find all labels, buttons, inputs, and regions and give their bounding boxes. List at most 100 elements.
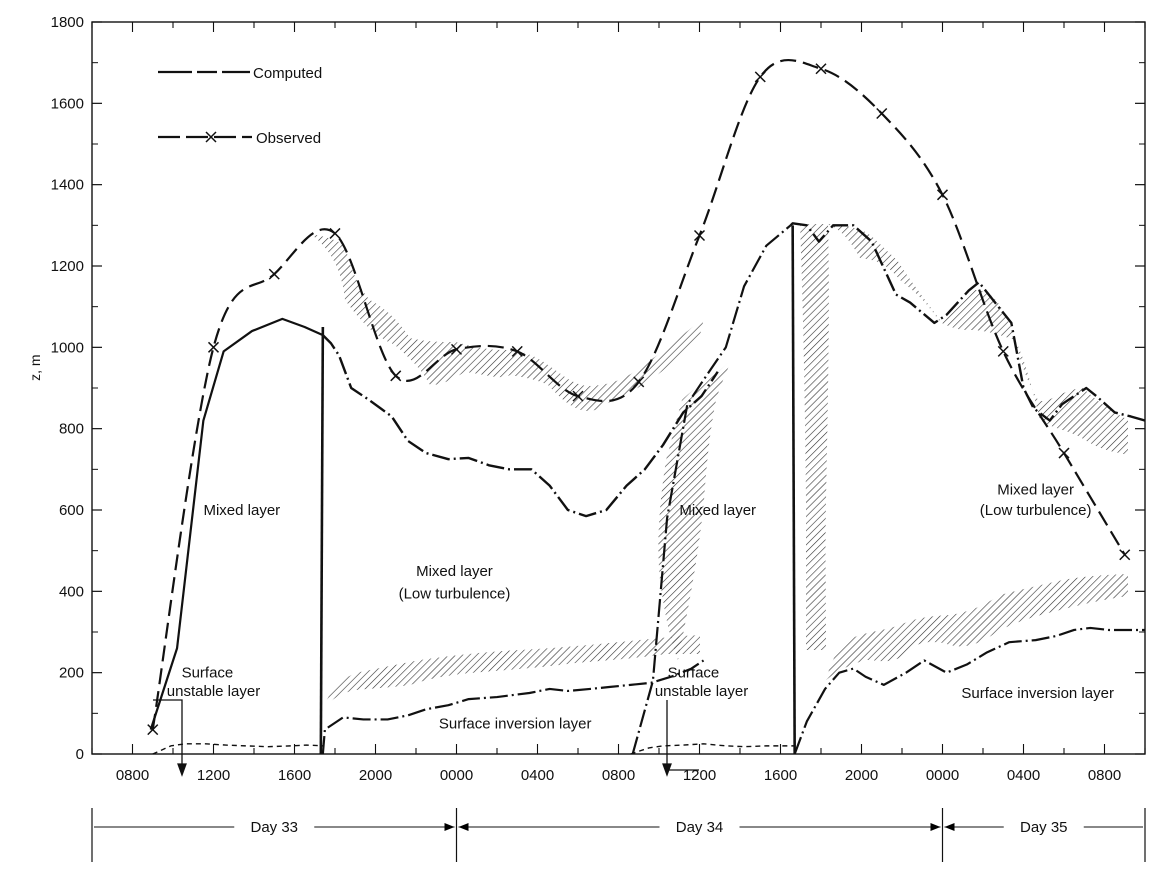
computed-surface-unstable-top-day33 <box>152 743 323 755</box>
x-tick-label: 0400 <box>1007 767 1040 784</box>
observed-point-x-stroke <box>1058 447 1070 459</box>
observed-point-x-stroke <box>936 189 949 201</box>
observed-point-x-stroke <box>997 345 1009 357</box>
y-axis: 0 200 400 600 800 1000 1200 1400 1600 1800 z, m <box>27 14 1145 763</box>
day-label: Day 35 <box>1020 819 1068 836</box>
computed-collapse-line-day33 <box>319 326 325 755</box>
y-tick-label: 600 <box>59 502 84 519</box>
day-bar: Day 33 Day 34 Day 35 <box>91 808 1146 862</box>
observed-point-x-stroke <box>207 341 220 353</box>
computed-collapse-line-day34 <box>791 225 796 755</box>
annotation-label: Mixed layer <box>416 563 493 580</box>
x-tick-label: 1200 <box>683 767 716 784</box>
observed-point-marker <box>693 229 706 242</box>
day-arrow-head-left <box>458 823 469 831</box>
annotation-label: (Low turbulence) <box>399 585 511 602</box>
y-tick-label: 1800 <box>51 14 84 31</box>
hatch-band-collapse-day34 <box>800 224 829 650</box>
observed-point-marker <box>207 341 220 353</box>
arrow-head-unstable-layer-day33 <box>177 763 187 777</box>
observed-point-marker <box>876 107 888 120</box>
observed-point-marker <box>815 63 827 75</box>
hatched-uncertainty-bands <box>311 224 1128 710</box>
computed-mixed-layer-top-day33 <box>149 317 324 730</box>
x-tick-label: 0800 <box>116 767 149 784</box>
annotation-label: Surface <box>182 665 234 682</box>
annotations-layer: Mixed layer Mixed layer (Low turbulence) Su… <box>167 482 1114 733</box>
x-tick-label: 2000 <box>845 767 878 784</box>
annotation-label: unstable layer <box>655 683 748 700</box>
observed-point-x-stroke <box>147 724 159 736</box>
observed-point-marker <box>997 345 1009 357</box>
observed-point-x-stroke <box>572 390 584 402</box>
y-tick-label: 1600 <box>51 95 84 112</box>
day-label: Day 34 <box>676 819 724 836</box>
annotation-label: Mixed layer <box>679 502 756 519</box>
annotation-label: Surface <box>668 665 720 682</box>
observed-point-marker <box>390 370 402 382</box>
annotation-label: Surface inversion layer <box>439 716 592 733</box>
observed-point-x-stroke <box>1119 549 1131 561</box>
observed-point-marker <box>511 345 523 357</box>
observed-point-marker <box>450 343 463 355</box>
observed-point-x-stroke <box>693 229 706 242</box>
observed-point-marker <box>147 724 159 736</box>
y-tick-label: 1400 <box>51 177 84 194</box>
x-tick-label: 0800 <box>602 767 635 784</box>
computed-surface-inversion-top-night34 <box>793 626 1145 755</box>
observed-point-x-stroke <box>815 63 827 75</box>
annotation-label: Mixed layer <box>203 502 280 519</box>
hatch-band-morning-rise-day34 <box>658 360 731 660</box>
x-axis: 0800 1200 1600 2000 0000 0400 0800 1200 1600 2000… <box>91 22 1146 784</box>
legend-computed-label: Computed <box>253 65 322 82</box>
observed-point-x-stroke <box>390 370 402 382</box>
y-tick-label: 400 <box>59 583 84 600</box>
arrow-unstable-layer-day34 <box>666 700 699 771</box>
observed-point-x-stroke <box>329 227 341 239</box>
x-tick-label: 0400 <box>521 767 554 784</box>
observed-point-x-stroke <box>876 107 888 120</box>
x-tick-label: 1600 <box>764 767 797 784</box>
observed-point-x-stroke <box>450 343 463 355</box>
annotation-arrows <box>153 699 699 777</box>
day-arrow-head-right <box>444 823 455 831</box>
x-tick-label: 2000 <box>359 767 392 784</box>
annotation-label: Surface inversion layer <box>961 685 1114 702</box>
arrow-head-unstable-layer-day34 <box>662 763 672 777</box>
y-tick-label: 1200 <box>51 258 84 275</box>
day-arrow-head-right <box>930 823 941 831</box>
x-tick-label: 0800 <box>1088 767 1121 784</box>
observed-point-x-stroke <box>633 376 645 388</box>
computed-low-turbulence-top-night33 <box>321 334 719 518</box>
x-tick-label: 0000 <box>440 767 473 784</box>
computed-surface-inversion-top-night33 <box>321 659 705 755</box>
observed-point-marker <box>633 376 645 388</box>
legend-observed-label: Observed <box>256 130 321 147</box>
observed-point-marker <box>1058 447 1070 459</box>
day-arrow-head-left <box>944 823 955 831</box>
computed-surface-unstable-top-day34 <box>630 743 795 755</box>
computed-mixed-layer-top-day34 <box>631 224 792 755</box>
observed-point-marker <box>268 268 280 280</box>
observed-point-x-stroke <box>268 268 280 280</box>
arrow-unstable-layer-day33 <box>153 699 183 770</box>
annotation-label: Mixed layer <box>997 482 1074 499</box>
y-tick-label: 200 <box>59 665 84 682</box>
y-axis-title: z, m <box>27 354 43 380</box>
annotation-label: (Low turbulence) <box>980 502 1092 519</box>
x-tick-label: 1200 <box>197 767 230 784</box>
computed-low-turbulence-top-night34 <box>789 222 1146 422</box>
legend-observed-marker <box>205 131 217 143</box>
y-tick-label: 1000 <box>51 339 84 356</box>
x-tick-label: 0000 <box>926 767 959 784</box>
annotation-label: unstable layer <box>167 683 260 700</box>
hatch-band-evening-bottom-day33 <box>322 635 700 710</box>
x-tick-label: 1600 <box>278 767 311 784</box>
observed-point-marker <box>572 390 584 402</box>
hatch-band-evening-bottom-day34 <box>826 574 1128 680</box>
y-tick-label: 0 <box>76 746 84 763</box>
observed-point-x-stroke <box>511 345 523 357</box>
observed-point-marker <box>754 71 766 83</box>
